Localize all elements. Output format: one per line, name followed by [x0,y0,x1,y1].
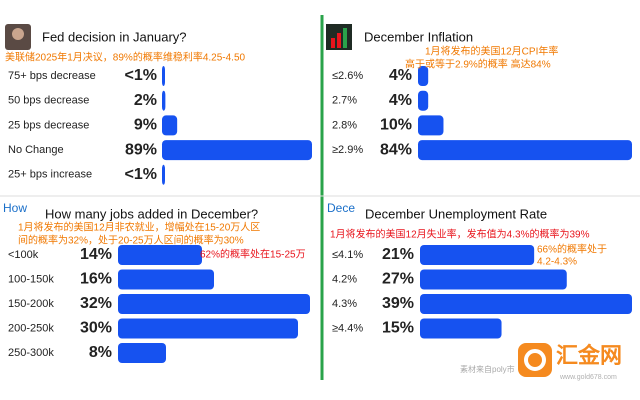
option-label: No Change [8,144,64,156]
option-label: <100k [8,249,39,261]
icon-alt: Dece [327,201,355,215]
bar [162,140,312,161]
bar [420,318,502,339]
option-label: 25 bps decrease [8,119,89,131]
option-label: 250-300k [8,347,54,359]
probability: 4% [389,92,412,109]
option-label: 75+ bps decrease [8,70,96,82]
probability: <1% [125,166,157,183]
bar [118,269,214,290]
annotation: 美联储2025年1月决议，89%的概率维稳利率4.25-4.50 [5,51,246,64]
bar [162,115,178,136]
probability: <1% [125,67,157,84]
annotation: 1月将发布的美国12月失业率，发布值为4.3%的概率为39% [330,228,590,241]
probability: 14% [80,246,112,263]
icon-alt: How [3,201,27,215]
bar [118,294,310,314]
probability: 9% [134,117,157,134]
probability: 15% [382,320,414,337]
annotation: 66%的概率处于 [537,243,607,256]
option-label: 150-200k [8,298,54,310]
icon [331,38,335,48]
logo [518,343,552,377]
bar [418,140,632,161]
bar [118,318,298,339]
option-label: 25+ bps increase [8,169,92,181]
option-label: 200-250k [8,322,54,334]
probability: 21% [382,246,414,263]
bar [118,343,166,363]
probability: 4% [389,67,412,84]
probability: 32% [80,295,112,312]
option-label: ≥2.9% [332,144,363,156]
annotation: 间的概率为32%，处于20-25万人区间的概率为30% [18,234,244,247]
option-label: ≤4.1% [332,249,363,261]
probability: 84% [380,141,412,158]
panel-title: Fed decision in January? [42,29,187,44]
option-label: 4.2% [332,273,357,285]
bar [420,269,567,290]
annotation: 4.2-4.3% [537,257,577,268]
option-label: ≤2.6% [332,70,363,82]
bar [162,164,165,185]
option-label: 100-150k [8,273,54,285]
logo [524,349,546,371]
probability: 30% [80,320,112,337]
probability: 27% [382,271,414,288]
probability: 8% [89,344,112,361]
bar [420,245,535,265]
annotation: 高于或等于2.9%的概率 高达84% [405,58,551,71]
annotation: 1月将发布的美国12月CPI年率 [425,45,558,58]
bar [420,294,632,314]
annotation: 62%的概率处在15-25万 [200,248,306,261]
option-label: ≥4.4% [332,322,363,334]
bar [162,66,165,86]
source-note: 素材来自poly市 [460,364,515,374]
bar [418,90,429,111]
watermark-url: www.gold678.com [559,374,617,381]
probability: 39% [382,295,414,312]
probability: 2% [134,92,157,109]
icon [12,28,24,40]
watermark: 汇金网 [556,343,622,368]
bar [418,115,444,136]
icon [343,28,347,48]
probability: 10% [380,117,412,134]
bar [118,245,202,265]
panel-title: December Unemployment Rate [365,206,547,221]
option-label: 50 bps decrease [8,95,89,107]
probability: 89% [125,141,157,158]
panel-title: How many jobs added in December? [45,206,258,221]
annotation: 1月将发布的美国12月非农就业，增幅处在15-20万人区 [18,221,260,234]
bar [418,66,429,86]
option-label: 4.3% [332,298,357,310]
icon [337,33,341,48]
panel-title: December Inflation [364,29,473,44]
probability: 16% [80,271,112,288]
option-label: 2.8% [332,119,357,131]
bar [162,90,166,111]
option-label: 2.7% [332,95,357,107]
